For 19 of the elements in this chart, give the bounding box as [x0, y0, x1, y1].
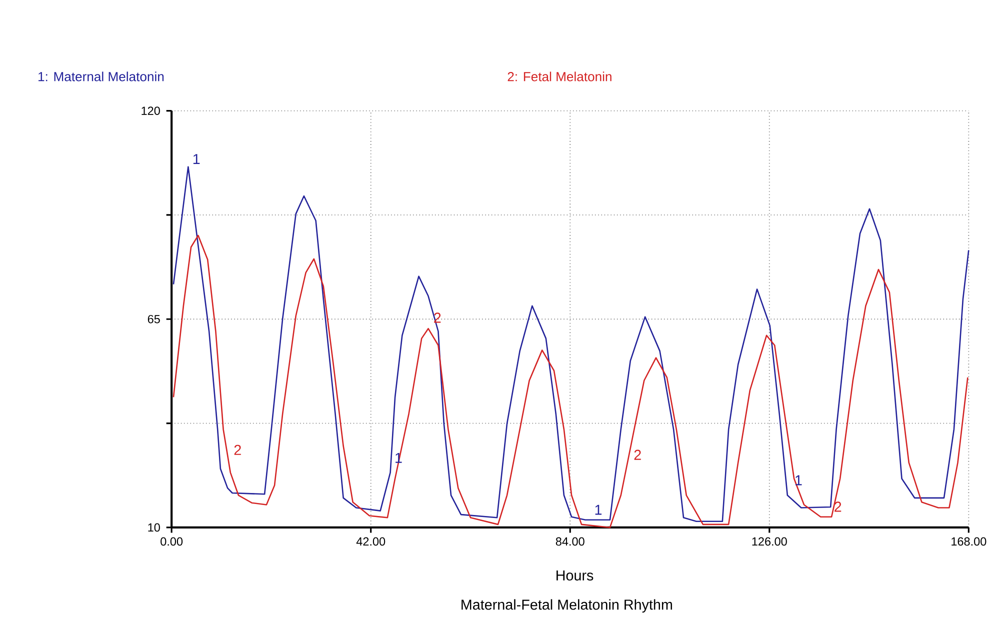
x-axis-title: Hours [556, 570, 594, 581]
annotation: 1 [796, 476, 802, 486]
x-tick-label: 84.00 [556, 537, 584, 546]
y-tick-label: 65 [148, 315, 160, 324]
text: 1: Maternal Melatonin [38, 72, 164, 82]
y-tick-label: 10 [148, 523, 160, 532]
annotation: 2 [834, 502, 842, 512]
line-series [172, 166, 970, 522]
annotation: 1 [595, 505, 602, 515]
x-tick-label: 42.00 [356, 537, 386, 546]
text: 2: Fetal Melatonin [508, 72, 612, 82]
text: Maternal-Fetal Melatonin Rhythm [462, 599, 672, 613]
x-tick-label: 126.00 [752, 537, 787, 546]
y-tick-label: 120 [142, 106, 160, 116]
x-tick-label: 0.00 [160, 537, 183, 546]
annotation: 2 [234, 445, 241, 456]
annotation: 1 [193, 154, 200, 164]
annotation: 2 [634, 450, 641, 460]
x-tick-label: 168.00 [952, 537, 986, 546]
